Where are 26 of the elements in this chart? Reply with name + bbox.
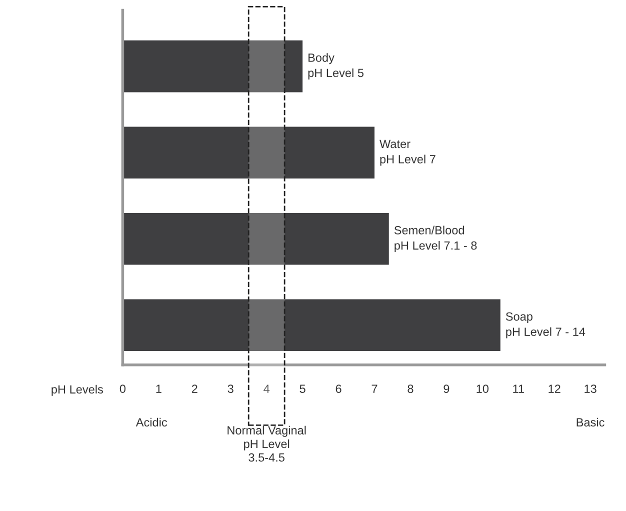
x-tick-label: 0 (120, 384, 126, 393)
annotation: Water pH Level 7 (380, 140, 436, 166)
x-tick-label: 5 (300, 384, 306, 393)
annotation: Acidic (136, 418, 168, 427)
x-tick-label: 6 (336, 384, 342, 393)
bar (122, 299, 500, 352)
bar (122, 126, 374, 178)
annotation: Soap pH Level 7 - 14 (506, 312, 586, 338)
x-tick-label: 10 (476, 384, 489, 393)
x-tick-label: 2 (192, 384, 198, 393)
bar (122, 40, 303, 92)
bar (122, 212, 389, 265)
annotation: Semen/Blood pH Level 7.1 - 8 (394, 226, 477, 252)
x-tick-label: 12 (548, 384, 560, 393)
x-tick-label: 8 (408, 384, 414, 393)
x-tick-label: 9 (444, 384, 450, 393)
x-tick-label: 7 (372, 384, 378, 393)
annotation: Basic (576, 418, 604, 427)
x-tick-label: 1 (156, 384, 162, 393)
x-tick-label: 13 (584, 384, 596, 393)
band-label: Normal Vaginal pH Level 3.5-4.5 (228, 426, 306, 462)
x-tick-label: 3 (228, 384, 234, 393)
x-axis-title: pH Levels (52, 384, 103, 396)
annotation: Body pH Level 5 (308, 53, 364, 80)
x-tick-label: 4 (264, 384, 270, 393)
x-tick-label: 11 (513, 384, 524, 393)
